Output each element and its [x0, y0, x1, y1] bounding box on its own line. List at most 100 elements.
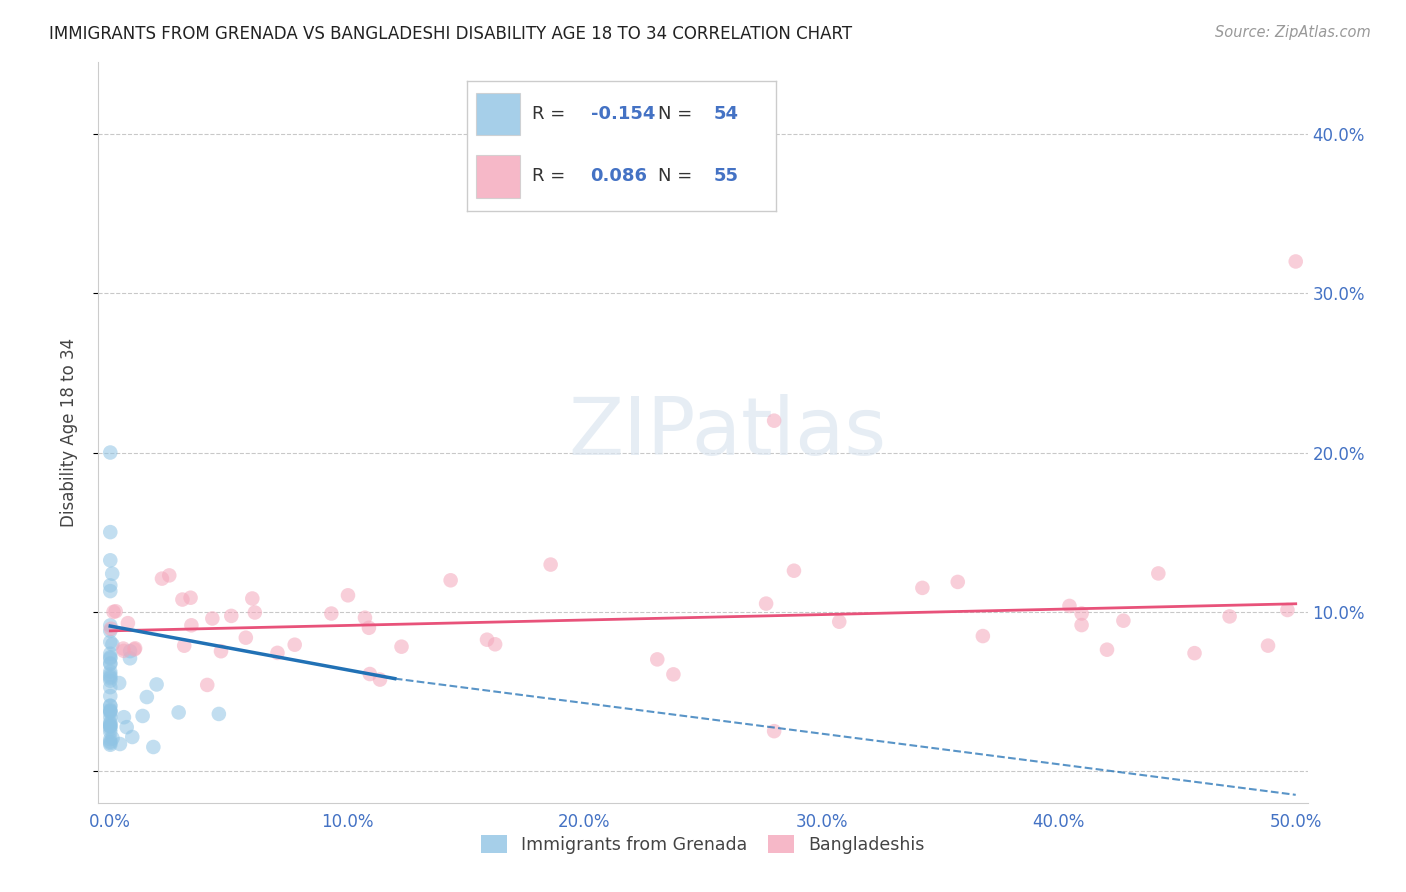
- Point: [120, 644, 142, 658]
- Point: [98, 650, 121, 665]
- Point: [173, 639, 195, 653]
- Point: [103, 605, 125, 619]
- Point: [98, 705, 121, 719]
- Point: [112, 644, 135, 658]
- Point: [145, 677, 167, 691]
- Point: [115, 720, 138, 734]
- Point: [1184, 646, 1206, 660]
- Point: [911, 581, 934, 595]
- Point: [98, 667, 121, 681]
- Point: [100, 622, 122, 636]
- Point: [662, 667, 685, 681]
- Point: [98, 698, 121, 713]
- Point: [209, 644, 232, 658]
- Point: [1070, 618, 1092, 632]
- Point: [98, 703, 121, 717]
- Point: [101, 566, 124, 581]
- Point: [354, 610, 377, 624]
- Point: [98, 725, 121, 739]
- Point: [98, 722, 121, 736]
- Point: [98, 736, 121, 750]
- Point: [484, 637, 506, 651]
- Point: [101, 731, 124, 746]
- Text: IMMIGRANTS FROM GRENADA VS BANGLADESHI DISABILITY AGE 18 TO 34 CORRELATION CHART: IMMIGRANTS FROM GRENADA VS BANGLADESHI D…: [49, 25, 852, 43]
- Point: [98, 553, 121, 567]
- Legend: Immigrants from Grenada, Bangladeshis: Immigrants from Grenada, Bangladeshis: [474, 828, 932, 861]
- Point: [98, 578, 121, 592]
- Point: [540, 558, 562, 572]
- Point: [108, 737, 131, 751]
- Point: [1059, 599, 1081, 613]
- Point: [357, 621, 380, 635]
- Text: ZIPatlas: ZIPatlas: [568, 393, 886, 472]
- Point: [98, 665, 121, 679]
- Point: [142, 739, 165, 754]
- Point: [98, 710, 121, 724]
- Point: [180, 591, 202, 605]
- Point: [131, 709, 153, 723]
- Point: [98, 706, 121, 720]
- Point: [98, 719, 121, 733]
- Point: [98, 635, 121, 649]
- Point: [440, 574, 463, 588]
- Point: [167, 706, 190, 720]
- Point: [98, 525, 121, 540]
- Point: [98, 738, 121, 752]
- Point: [101, 637, 124, 651]
- Point: [135, 690, 157, 704]
- Point: [240, 591, 263, 606]
- Point: [336, 588, 359, 602]
- Point: [98, 584, 121, 599]
- Point: [98, 673, 121, 688]
- Point: [98, 618, 121, 632]
- Point: [98, 624, 121, 638]
- Point: [98, 698, 121, 713]
- Point: [359, 667, 381, 681]
- Point: [124, 641, 146, 656]
- Point: [1070, 607, 1092, 621]
- Point: [98, 732, 121, 747]
- Point: [124, 642, 146, 657]
- Point: [763, 414, 786, 428]
- Point: [391, 640, 413, 654]
- Point: [98, 715, 121, 730]
- Point: [108, 676, 131, 690]
- Point: [284, 638, 307, 652]
- Point: [98, 657, 121, 671]
- Point: [98, 689, 121, 703]
- Point: [1147, 566, 1170, 581]
- Point: [98, 716, 121, 731]
- Point: [1219, 609, 1241, 624]
- Point: [112, 710, 135, 724]
- Point: [195, 678, 218, 692]
- Point: [321, 607, 343, 621]
- Point: [98, 718, 121, 732]
- Point: [118, 651, 141, 665]
- Point: [645, 652, 668, 666]
- Point: [98, 647, 121, 661]
- Point: [475, 632, 498, 647]
- Point: [98, 656, 121, 670]
- Point: [755, 597, 778, 611]
- Point: [98, 719, 121, 733]
- Point: [98, 670, 121, 684]
- Point: [201, 611, 224, 625]
- Point: [98, 734, 121, 748]
- Point: [1277, 603, 1299, 617]
- Point: [157, 568, 180, 582]
- Point: [150, 572, 173, 586]
- Y-axis label: Disability Age 18 to 34: Disability Age 18 to 34: [59, 338, 77, 527]
- Point: [1112, 614, 1135, 628]
- Point: [783, 564, 806, 578]
- Point: [98, 651, 121, 665]
- Point: [1285, 254, 1308, 268]
- Point: [1257, 639, 1279, 653]
- Point: [946, 574, 969, 589]
- Point: [98, 671, 121, 685]
- Point: [235, 631, 257, 645]
- Point: [368, 673, 391, 687]
- Point: [180, 618, 202, 632]
- Point: [98, 445, 121, 459]
- Point: [98, 680, 121, 694]
- Point: [219, 608, 242, 623]
